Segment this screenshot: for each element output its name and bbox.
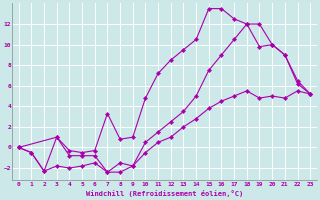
- X-axis label: Windchill (Refroidissement éolien,°C): Windchill (Refroidissement éolien,°C): [86, 190, 243, 197]
